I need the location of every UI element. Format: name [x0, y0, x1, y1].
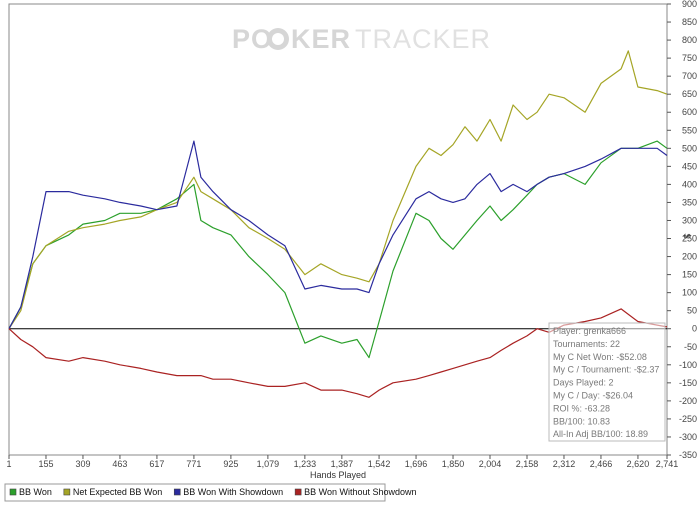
- y-tick-label: -250: [679, 414, 697, 424]
- y-tick-label: 0: [692, 324, 697, 334]
- y-tick-label: -350: [679, 450, 697, 460]
- stats-line: ROI %: -63.28: [553, 403, 610, 413]
- x-tick-label: 463: [112, 459, 127, 469]
- x-tick-label: 1,850: [442, 459, 465, 469]
- x-tick-label: 2,158: [516, 459, 539, 469]
- x-tick-label: 1,079: [257, 459, 280, 469]
- y-tick-label: 200: [682, 252, 697, 262]
- y-tick-label: 250: [682, 234, 697, 244]
- x-axis-title: Hands Played: [310, 470, 366, 480]
- series-line-3: [8, 308, 668, 398]
- y-tick-label: 100: [682, 288, 697, 298]
- y-tick-label: -200: [679, 396, 697, 406]
- y-tick-label: 550: [682, 125, 697, 135]
- x-tick-label: 1: [6, 459, 11, 469]
- stats-line: My C / Tournament: -$2.37: [553, 365, 659, 375]
- stats-box: Player: grenka666 Tournaments: 22 My C Net…: [548, 322, 666, 442]
- pokertracker-watermark: PO KER TRACKER: [232, 24, 491, 54]
- x-tick-label: 2,466: [590, 459, 613, 469]
- y-tick-label: -50: [684, 342, 697, 352]
- series-line-2: [8, 140, 668, 329]
- series-lines: [8, 50, 668, 398]
- x-tick-label: 2,004: [479, 459, 502, 469]
- stats-line: Days Played: 2: [553, 378, 614, 388]
- stats-lines: Player: grenka666 Tournaments: 22 My C Net…: [553, 326, 659, 439]
- y-axis: 9008508007507006506005505004504003503002…: [667, 0, 697, 460]
- stats-line: All-In Adj BB/100: 18.89: [553, 429, 648, 439]
- series-line-1: [8, 50, 668, 330]
- y-tick-label: 700: [682, 71, 697, 81]
- watermark-part3: TRACKER: [355, 24, 491, 54]
- x-tick-label: 2,312: [553, 459, 576, 469]
- y-axis-title: $: [682, 233, 692, 238]
- stats-line: My C Net Won: -$52.08: [553, 352, 647, 362]
- stats-line: Tournaments: 22: [553, 339, 620, 349]
- y-tick-label: -150: [679, 378, 697, 388]
- x-tick-label: 2,741: [656, 459, 679, 469]
- x-tick-label: 617: [149, 459, 164, 469]
- legend-frame: [4, 483, 386, 502]
- y-tick-label: 750: [682, 53, 697, 63]
- y-tick-label: 850: [682, 17, 697, 27]
- legend-label: BB Won With Showdown: [183, 487, 283, 497]
- y-tick-label: -100: [679, 360, 697, 370]
- stats-line: Player: grenka666: [553, 326, 626, 336]
- x-tick-label: 1,542: [368, 459, 391, 469]
- plot-area-frame: [8, 3, 668, 456]
- y-tick-label: 450: [682, 161, 697, 171]
- legend-swatch: [63, 488, 71, 496]
- stats-line: BB/100: 10.83: [553, 416, 610, 426]
- legend-swatch: [294, 488, 302, 496]
- x-tick-label: 1,233: [294, 459, 317, 469]
- x-tick-label: 2,620: [627, 459, 650, 469]
- legend-label: BB Won: [19, 487, 52, 497]
- y-tick-label: 300: [682, 215, 697, 225]
- y-tick-label: 150: [682, 270, 697, 280]
- legend-label: BB Won Without Showdown: [304, 487, 416, 497]
- x-tick-label: 1,696: [405, 459, 428, 469]
- y-tick-label: 600: [682, 107, 697, 117]
- legend-swatch: [173, 488, 181, 496]
- legend-items: BB Won Net Expected BB Won BB Won With Sho…: [9, 487, 417, 497]
- stats-line: My C / Day: -$26.04: [553, 391, 633, 401]
- stats-box-frame: [548, 322, 666, 442]
- x-axis: 1 155 309 463 617 771 925 1,079 1,233 1,387 1,542 1…: [6, 455, 678, 469]
- y-tick-label: 50: [687, 306, 697, 316]
- x-tick-label: 309: [75, 459, 90, 469]
- y-tick-label: -300: [679, 432, 697, 442]
- y-tick-label: 400: [682, 179, 697, 189]
- x-tick-label: 1,387: [331, 459, 354, 469]
- legend-label: Net Expected BB Won: [73, 487, 162, 497]
- y-tick-label: 800: [682, 35, 697, 45]
- watermark-part2: KER: [291, 24, 351, 54]
- poker-chip-inner: [272, 33, 284, 45]
- x-tick-label: 155: [38, 459, 53, 469]
- y-tick-label: 900: [682, 0, 697, 9]
- x-tick-label: 925: [223, 459, 238, 469]
- y-tick-label: 500: [682, 143, 697, 153]
- x-tick-label: 771: [186, 459, 201, 469]
- legend: BB Won Net Expected BB Won BB Won With Sho…: [4, 483, 417, 502]
- watermark-part1: PO: [232, 24, 273, 54]
- y-tick-label: 650: [682, 89, 697, 99]
- y-tick-label: 350: [682, 197, 697, 207]
- legend-swatch: [9, 488, 17, 496]
